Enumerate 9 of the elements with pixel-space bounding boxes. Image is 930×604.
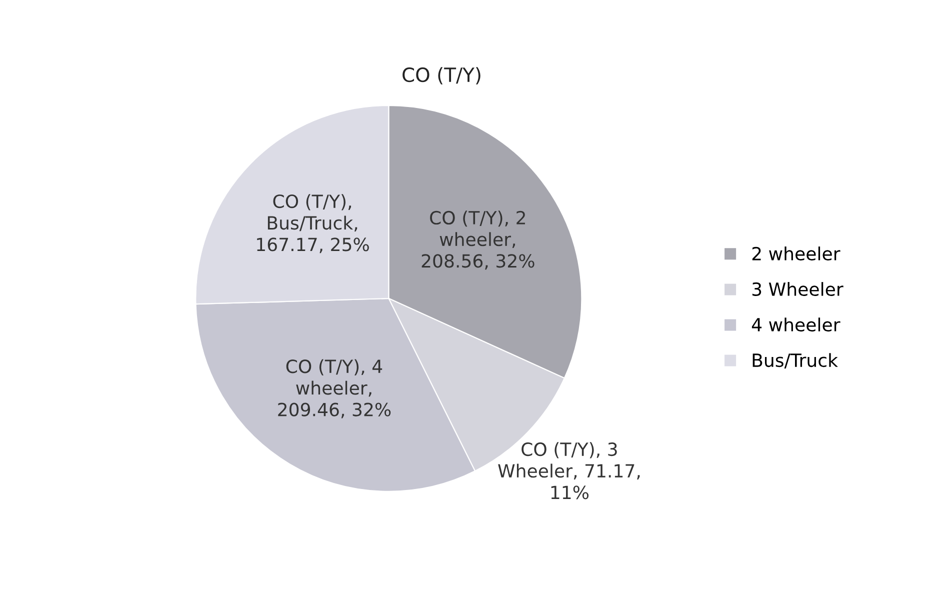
legend-label: 3 Wheeler — [752, 282, 844, 296]
data-label: CO (T/Y), 4 wheeler, 209.46, 32% — [278, 359, 391, 418]
legend-label: 4 wheeler — [752, 318, 840, 332]
data-label: CO (T/Y), 2 wheeler, 208.56, 32% — [422, 210, 534, 270]
data-label: CO (T/Y), Bus/Truck, 167.17, 25% — [257, 194, 369, 254]
legend-label: 2 wheeler — [752, 246, 840, 260]
legend-label: Bus/Truck — [752, 353, 838, 369]
chart-title: CO (T/Y) — [402, 67, 480, 84]
data-label: CO (T/Y), 3 Wheeler, 71.17, 11% — [498, 442, 640, 500]
